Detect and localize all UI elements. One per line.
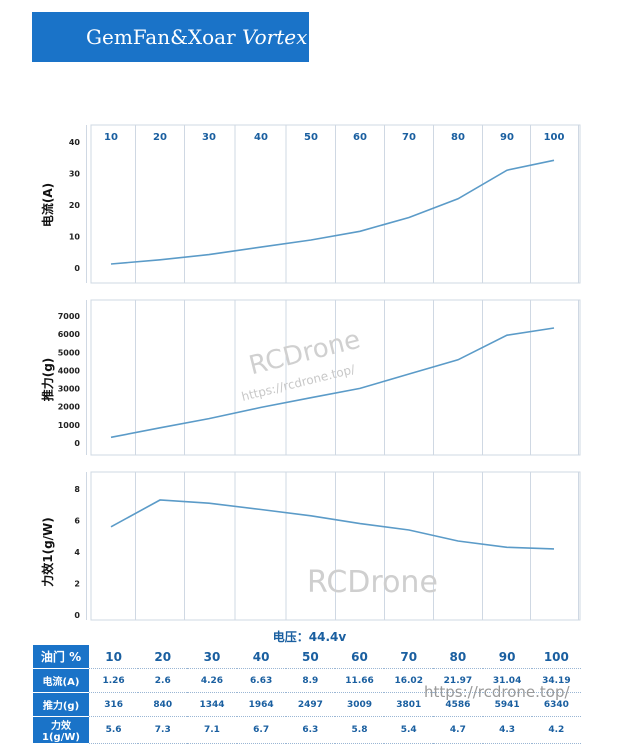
y-tick-label: 6000 xyxy=(58,330,81,339)
series-line xyxy=(110,327,555,439)
x-tick-label: 90 xyxy=(500,132,514,143)
table-cell: 40 xyxy=(236,645,286,669)
table-cell: 16.02 xyxy=(384,668,434,693)
table-row-header: 油门 % xyxy=(33,645,89,669)
series-line xyxy=(110,159,555,265)
table-cell: 90 xyxy=(482,645,532,669)
table-cell: 60 xyxy=(334,645,385,669)
table-cell: 4.26 xyxy=(187,668,237,693)
table-cell: 4.3 xyxy=(482,716,532,744)
table-cell: 8.9 xyxy=(285,668,335,693)
y-tick-label: 30 xyxy=(69,170,81,179)
table-cell: 10 xyxy=(89,645,139,669)
x-tick-label: 40 xyxy=(254,132,268,143)
y-axis-label: 电流(A) xyxy=(40,183,55,227)
y-tick-label: 0 xyxy=(74,611,80,620)
table-cell: 4.2 xyxy=(531,716,581,744)
y-tick-label: 2000 xyxy=(58,403,81,412)
x-tick-label: 80 xyxy=(451,132,465,143)
table-row-header: 力效1(g/W) xyxy=(33,716,89,744)
watermark-url-2: https://rcdrone.top/ xyxy=(424,683,570,701)
banner-title: GemFan&Xoar Vortex xyxy=(86,25,307,49)
voltage-label: 电压：44.4v xyxy=(272,630,347,644)
table-cell: 6.63 xyxy=(236,668,286,693)
table-cell: 80 xyxy=(433,645,483,669)
table-cell: 1.26 xyxy=(89,668,139,693)
y-tick-label: 4 xyxy=(74,548,80,557)
x-tick-label: 10 xyxy=(104,132,118,143)
table-cell: 20 xyxy=(138,645,188,669)
x-tick-label: 70 xyxy=(402,132,416,143)
y-tick-label: 5000 xyxy=(58,348,81,357)
table-cell: 5.4 xyxy=(384,716,434,744)
y-tick-label: 0 xyxy=(74,439,80,448)
series-line xyxy=(110,499,555,550)
x-tick-label: 100 xyxy=(544,132,565,143)
table-cell: 50 xyxy=(285,645,335,669)
table-cell: 5.8 xyxy=(334,716,385,744)
banner-brand: GemFan&Xoar xyxy=(86,25,236,49)
table-cell: 6.7 xyxy=(236,716,286,744)
table-cell: 1964 xyxy=(236,692,286,717)
table-row: 推力(g) 316 840 1344 1964 2497 3009 3801 4586 5941 6… xyxy=(33,692,581,717)
table-cell: 6340 xyxy=(531,692,581,717)
table-cell: 2497 xyxy=(285,692,335,717)
table-cell: 4586 xyxy=(433,692,483,717)
y-axis-label: 推力(g) xyxy=(40,358,55,402)
table-cell: 3009 xyxy=(334,692,385,717)
table-cell: 4.7 xyxy=(433,716,483,744)
y-tick-label: 0 xyxy=(74,264,80,273)
y-tick-label: 3000 xyxy=(58,385,81,394)
table-cell: 31.04 xyxy=(482,668,532,693)
y-tick-label: 20 xyxy=(69,201,81,210)
table-cell: 3801 xyxy=(384,692,434,717)
table-cell: 840 xyxy=(138,692,188,717)
table-row: 力效1(g/W) 5.6 7.3 7.1 6.7 6.3 5.8 5.4 4.7 4.3 4.2 xyxy=(33,716,581,744)
table-row-header: 电流(A) xyxy=(33,668,89,693)
table-row: 油门 % 10 20 30 40 50 60 70 80 90 100 xyxy=(33,645,581,669)
y-tick-label: 40 xyxy=(69,138,81,147)
banner-model: Vortex xyxy=(242,25,308,49)
y-tick-label: 2 xyxy=(74,580,80,589)
table-cell: 34.19 xyxy=(531,668,581,693)
table-cell: 2.6 xyxy=(138,668,188,693)
x-tick-label: 50 xyxy=(304,132,318,143)
x-tick-label: 30 xyxy=(202,132,216,143)
table-cell: 11.66 xyxy=(334,668,385,693)
y-axis-label: 力效1(g/W) xyxy=(40,517,55,587)
table-cell: 21.97 xyxy=(433,668,483,693)
y-tick-label: 4000 xyxy=(58,366,81,375)
table-cell: 316 xyxy=(89,692,139,717)
table-cell: 5.6 xyxy=(89,716,139,744)
table-cell: 7.1 xyxy=(187,716,237,744)
watermark-logo-2: RCDrone xyxy=(307,565,438,600)
y-tick-label: 6 xyxy=(74,517,80,526)
table-cell: 5941 xyxy=(482,692,532,717)
brand-banner: GemFan&Xoar Vortex xyxy=(32,12,309,62)
x-tick-label: 20 xyxy=(153,132,167,143)
y-tick-label: 10 xyxy=(69,233,81,242)
table-row-header: 推力(g) xyxy=(33,692,89,717)
table-cell: 1344 xyxy=(187,692,237,717)
table-cell: 30 xyxy=(187,645,237,669)
y-tick-label: 1000 xyxy=(58,421,81,430)
table-cell: 6.3 xyxy=(285,716,335,744)
y-tick-label: 8 xyxy=(74,485,80,494)
x-tick-label: 60 xyxy=(353,132,367,143)
table-cell: 70 xyxy=(384,645,434,669)
y-tick-label: 7000 xyxy=(58,312,81,321)
table-row: 电流(A) 1.26 2.6 4.26 6.63 8.9 11.66 16.02 21.97 31… xyxy=(33,668,581,693)
table-cell: 7.3 xyxy=(138,716,188,744)
table-cell: 100 xyxy=(531,645,581,669)
